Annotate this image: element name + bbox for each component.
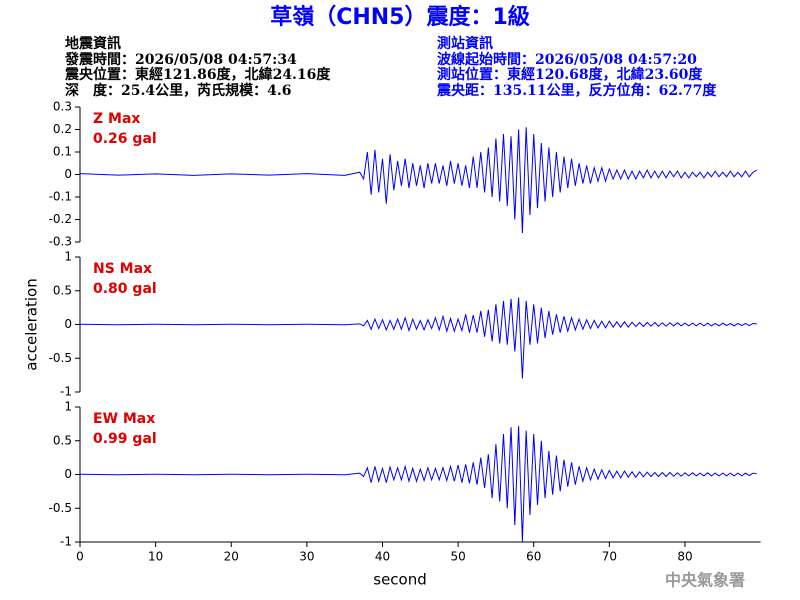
y-tick-label: 0	[64, 317, 72, 331]
y-tick-label: -1	[60, 385, 72, 399]
y-tick-label: -0.5	[49, 501, 72, 515]
station-line: 測站位置：東經120.68度，北緯23.60度	[437, 66, 703, 83]
trace	[79, 425, 757, 542]
x-tick-label: 50	[450, 550, 465, 564]
info-line: 深 度：25.4公里，芮氏規模：4.6	[65, 82, 291, 99]
max-label: NS Max	[93, 261, 152, 277]
y-tick-label: -0.1	[49, 190, 72, 204]
station-line: 震央距：135.11公里，反方位角：62.77度	[436, 82, 717, 99]
max-label: 0.80 gal	[93, 281, 157, 297]
max-label: 0.99 gal	[93, 431, 157, 447]
station-line: 測站資訊	[437, 35, 493, 52]
info-line: 發震時間：2026/05/08 04:57:34	[64, 51, 297, 68]
max-label: EW Max	[93, 411, 155, 427]
info-line: 地震資訊	[65, 35, 121, 52]
x-tick-label: 30	[299, 550, 314, 564]
y-tick-label: 0	[64, 167, 72, 181]
x-tick-label: 40	[375, 550, 390, 564]
trace	[79, 127, 758, 234]
x-tick-label: 10	[148, 550, 163, 564]
station-line: 波線起始時間：2026/05/08 04:57:20	[437, 51, 697, 68]
x-tick-label: 60	[526, 550, 541, 564]
y-tick-label: 0.3	[53, 100, 72, 114]
y-tick-label: 1	[64, 400, 72, 414]
info-line: 震央位置：東經121.86度，北緯24.16度	[64, 66, 331, 83]
y-tick-label: 0.1	[53, 145, 72, 159]
x-tick-label: 20	[224, 550, 239, 564]
max-label: Z Max	[93, 111, 140, 127]
x-axis-label: second	[373, 571, 427, 589]
y-tick-label: -0.2	[49, 212, 72, 226]
y-tick-label: 0.5	[53, 433, 72, 447]
x-tick-label: 0	[76, 550, 84, 564]
trace	[79, 297, 757, 379]
x-tick-label: 70	[602, 550, 617, 564]
max-label: 0.26 gal	[93, 131, 157, 147]
footer: 中央氣象署	[665, 571, 745, 590]
y-tick-label: -0.5	[49, 351, 72, 365]
y-tick-label: 1	[64, 250, 72, 264]
y-tick-label: -1	[60, 535, 72, 549]
x-tick-label: 80	[677, 550, 692, 564]
title: 草嶺（CHN5）震度：1級	[270, 4, 530, 30]
y-tick-label: 0.5	[53, 283, 72, 297]
y-tick-label: 0	[64, 467, 72, 481]
y-tick-label: -0.3	[49, 235, 72, 249]
y-axis-label: acceleration	[23, 278, 41, 370]
y-tick-label: 0.2	[53, 122, 72, 136]
